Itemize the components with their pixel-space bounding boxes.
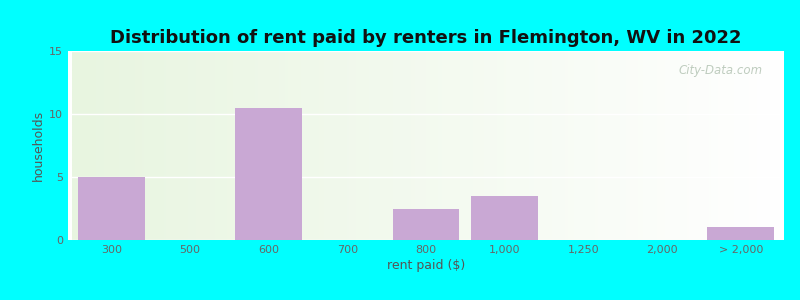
Y-axis label: households: households xyxy=(32,110,45,181)
Bar xyxy=(78,177,145,240)
Text: City-Data.com: City-Data.com xyxy=(678,64,762,77)
Title: Distribution of rent paid by renters in Flemington, WV in 2022: Distribution of rent paid by renters in … xyxy=(110,29,742,47)
Bar xyxy=(707,227,774,240)
Bar xyxy=(235,108,302,240)
X-axis label: rent paid ($): rent paid ($) xyxy=(387,259,465,272)
Bar xyxy=(471,196,538,240)
Bar xyxy=(393,208,459,240)
